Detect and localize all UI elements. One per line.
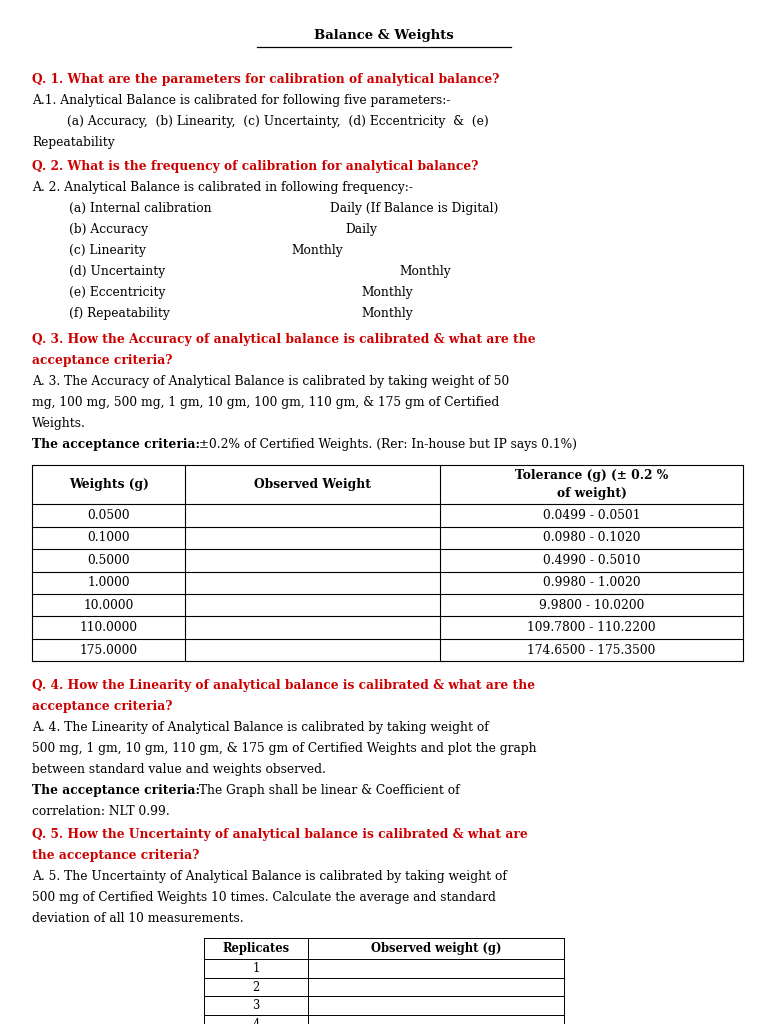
Text: acceptance criteria?: acceptance criteria? xyxy=(32,354,173,367)
Text: 500 mg, 1 gm, 10 gm, 110 gm, & 175 gm of Certified Weights and plot the graph: 500 mg, 1 gm, 10 gm, 110 gm, & 175 gm of… xyxy=(32,742,537,755)
Text: Q. 2. What is the frequency of calibration for analytical balance?: Q. 2. What is the frequency of calibrati… xyxy=(32,160,478,173)
Text: Q. 5. How the Uncertainty of analytical balance is calibrated & what are: Q. 5. How the Uncertainty of analytical … xyxy=(32,828,528,842)
Text: (d) Uncertainty: (d) Uncertainty xyxy=(69,265,165,278)
Text: A.1. Analytical Balance is calibrated for following five parameters:-: A.1. Analytical Balance is calibrated fo… xyxy=(32,94,451,106)
Text: 0.5000: 0.5000 xyxy=(88,554,130,567)
Text: ±0.2% of Certified Weights. (Rer: In-house but IP says 0.1%): ±0.2% of Certified Weights. (Rer: In-hou… xyxy=(195,438,577,451)
Text: 0.0499 - 0.0501: 0.0499 - 0.0501 xyxy=(543,509,641,522)
Text: Tolerance (g) (± 0.2 %: Tolerance (g) (± 0.2 % xyxy=(515,469,668,482)
Text: the acceptance criteria?: the acceptance criteria? xyxy=(32,849,200,862)
Text: A. 5. The Uncertainty of Analytical Balance is calibrated by taking weight of: A. 5. The Uncertainty of Analytical Bala… xyxy=(32,870,507,884)
Text: A. 3. The Accuracy of Analytical Balance is calibrated by taking weight of 50: A. 3. The Accuracy of Analytical Balance… xyxy=(32,375,509,388)
Text: Monthly: Monthly xyxy=(399,265,451,278)
Text: A. 4. The Linearity of Analytical Balance is calibrated by taking weight of: A. 4. The Linearity of Analytical Balanc… xyxy=(32,721,489,734)
Text: 109.7800 - 110.2200: 109.7800 - 110.2200 xyxy=(528,622,656,634)
Text: 3: 3 xyxy=(252,999,260,1012)
Text: Daily: Daily xyxy=(346,223,378,236)
Text: (b) Accuracy: (b) Accuracy xyxy=(69,223,148,236)
Text: acceptance criteria?: acceptance criteria? xyxy=(32,700,173,713)
Text: Q. 4. How the Linearity of analytical balance is calibrated & what are the: Q. 4. How the Linearity of analytical ba… xyxy=(32,679,535,692)
Text: 0.9980 - 1.0020: 0.9980 - 1.0020 xyxy=(543,577,641,589)
Text: 9.9800 - 10.0200: 9.9800 - 10.0200 xyxy=(539,599,644,611)
Text: Balance & Weights: Balance & Weights xyxy=(314,29,454,42)
Text: (a) Internal calibration: (a) Internal calibration xyxy=(69,202,212,215)
Text: 0.0500: 0.0500 xyxy=(88,509,130,522)
Text: The acceptance criteria:: The acceptance criteria: xyxy=(32,784,200,797)
Text: (f) Repeatability: (f) Repeatability xyxy=(69,307,170,319)
Text: (c) Linearity: (c) Linearity xyxy=(69,244,146,257)
Text: 1.0000: 1.0000 xyxy=(88,577,130,589)
Text: Monthly: Monthly xyxy=(292,244,343,257)
Text: (e) Eccentricity: (e) Eccentricity xyxy=(69,286,165,299)
Text: 0.1000: 0.1000 xyxy=(88,531,130,545)
Text: 500 mg of Certified Weights 10 times. Calculate the average and standard: 500 mg of Certified Weights 10 times. Ca… xyxy=(32,891,496,904)
Text: Weights.: Weights. xyxy=(32,417,86,430)
Text: Q. 1. What are the parameters for calibration of analytical balance?: Q. 1. What are the parameters for calibr… xyxy=(32,73,500,86)
Text: Observed weight (g): Observed weight (g) xyxy=(371,942,502,955)
Text: between standard value and weights observed.: between standard value and weights obser… xyxy=(32,763,326,776)
Text: 0.0980 - 0.1020: 0.0980 - 0.1020 xyxy=(543,531,641,545)
Text: mg, 100 mg, 500 mg, 1 gm, 10 gm, 100 gm, 110 gm, & 175 gm of Certified: mg, 100 mg, 500 mg, 1 gm, 10 gm, 100 gm,… xyxy=(32,396,499,409)
Text: 10.0000: 10.0000 xyxy=(84,599,134,611)
Text: Observed Weight: Observed Weight xyxy=(254,478,371,492)
Text: (a) Accuracy,  (b) Linearity,  (c) Uncertainty,  (d) Eccentricity  &  (e): (a) Accuracy, (b) Linearity, (c) Uncerta… xyxy=(32,115,489,128)
Text: A. 2. Analytical Balance is calibrated in following frequency:-: A. 2. Analytical Balance is calibrated i… xyxy=(32,181,413,194)
Text: The acceptance criteria:: The acceptance criteria: xyxy=(32,438,200,451)
Text: Repeatability: Repeatability xyxy=(32,136,115,148)
Text: Replicates: Replicates xyxy=(222,942,290,955)
Text: 174.6500 - 175.3500: 174.6500 - 175.3500 xyxy=(528,644,656,656)
Text: Q. 3. How the Accuracy of analytical balance is calibrated & what are the: Q. 3. How the Accuracy of analytical bal… xyxy=(32,333,536,346)
Text: Daily (If Balance is Digital): Daily (If Balance is Digital) xyxy=(330,202,498,215)
Text: Monthly: Monthly xyxy=(361,286,412,299)
Text: of weight): of weight) xyxy=(557,487,627,500)
Text: Monthly: Monthly xyxy=(361,307,412,319)
Text: Weights (g): Weights (g) xyxy=(69,478,149,492)
Text: 175.0000: 175.0000 xyxy=(80,644,137,656)
Text: deviation of all 10 measurements.: deviation of all 10 measurements. xyxy=(32,912,244,926)
Text: 110.0000: 110.0000 xyxy=(80,622,137,634)
Text: The Graph shall be linear & Coefficient of: The Graph shall be linear & Coefficient … xyxy=(195,784,460,797)
Text: 0.4990 - 0.5010: 0.4990 - 0.5010 xyxy=(543,554,641,567)
Text: 1: 1 xyxy=(252,963,260,975)
Text: 4: 4 xyxy=(252,1018,260,1024)
Text: 2: 2 xyxy=(252,981,260,993)
Text: correlation: NLT 0.99.: correlation: NLT 0.99. xyxy=(32,805,170,818)
